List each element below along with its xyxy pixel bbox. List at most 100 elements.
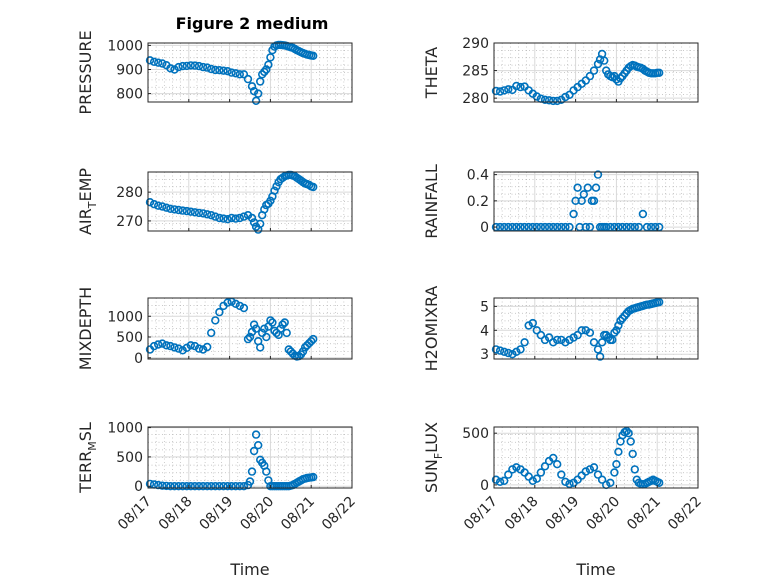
data-point [491,345,501,354]
data-point [268,318,277,327]
data-point [227,68,236,77]
data-point [552,96,562,106]
data-point [207,64,216,74]
data-point [561,477,570,486]
data-point [614,447,623,456]
data-series [491,297,664,361]
y-tick-label: 900 [116,62,143,78]
data-point [182,206,192,216]
data-point [504,348,513,358]
data-point [654,297,664,307]
axes-box [147,297,353,360]
minor-grid [148,427,352,488]
data-point [219,214,228,223]
data-point [585,328,595,337]
data-point [540,95,550,105]
data-point [612,460,621,469]
data-point [211,316,220,325]
data-point [266,196,275,206]
data-point [219,482,228,491]
data-point [223,482,232,491]
data-point [532,474,541,483]
data-point [247,467,257,476]
data-point [536,330,546,340]
data-point [516,345,525,354]
data-point [254,89,263,98]
data-point [579,190,588,199]
data-point [278,320,287,329]
data-point [247,213,257,223]
x-axis-label: Time [229,560,269,579]
subplot-rainfall: 0 0.2 0.4 RAINFALL [422,164,699,239]
data-point [309,51,318,60]
data-point [203,63,212,72]
data-point [256,343,265,352]
y-tick-label: 280 [116,185,143,201]
data-point [227,213,236,223]
data-point [264,60,273,69]
data-point [280,318,289,327]
data-point [589,463,599,472]
data-point [608,335,617,345]
data-point [194,61,204,71]
data-point [508,465,517,474]
data-point [504,85,513,94]
data-point [495,346,505,355]
axes-box [147,426,353,489]
data-point [561,338,570,347]
data-point [309,334,318,344]
subplot-air-temp: 270 280 AIRTEMP [76,168,353,235]
data-point [528,318,537,328]
data-point [540,462,550,471]
data-point [593,345,603,354]
data-point [491,475,501,484]
y-axis-label: RAINFALL [422,164,441,239]
data-point [149,57,159,66]
data-point [178,206,187,215]
data-point [239,70,249,79]
data-point [606,478,615,487]
subplot-mixdepth: 0 500 1000 MIXDEPTH [76,287,353,370]
data-point [282,328,291,338]
axes-box [147,171,353,232]
data-point [174,62,183,72]
y-tick-label: 500 [462,426,489,442]
data-point [182,61,192,71]
data-point [654,478,664,487]
y-tick-label: 0 [134,351,143,367]
y-tick-label: 285 [462,64,489,80]
data-series [145,297,318,361]
data-point [610,468,619,477]
data-point [174,482,183,491]
data-point [561,92,570,102]
data-point [203,210,212,219]
data-point [591,183,601,192]
data-point [186,207,196,216]
data-point [528,476,537,485]
data-point [654,68,664,78]
data-point [149,200,159,209]
data-point [170,205,179,214]
y-tick-label: 1000 [107,38,143,54]
data-point [552,460,562,469]
data-point [557,335,566,345]
data-point [198,62,208,72]
data-point [203,342,212,352]
data-point [162,341,171,350]
data-point [154,58,163,67]
axes-box [493,171,699,232]
subplot-grid: 800 900 1000 PRESSURE 280 285 290 THETA 270 280 AI… [76,30,705,579]
data-point [256,219,265,229]
data-point [500,347,509,356]
y-tick-label: 1000 [107,309,143,325]
data-point [227,482,236,491]
data-point [614,321,623,330]
y-axis-label: AIRTEMP [76,168,99,235]
data-point [628,449,637,459]
data-point [262,65,271,74]
data-point [589,338,599,347]
data-point [239,212,249,221]
data-point [548,453,558,463]
data-point [593,470,603,479]
data-point [504,470,513,479]
